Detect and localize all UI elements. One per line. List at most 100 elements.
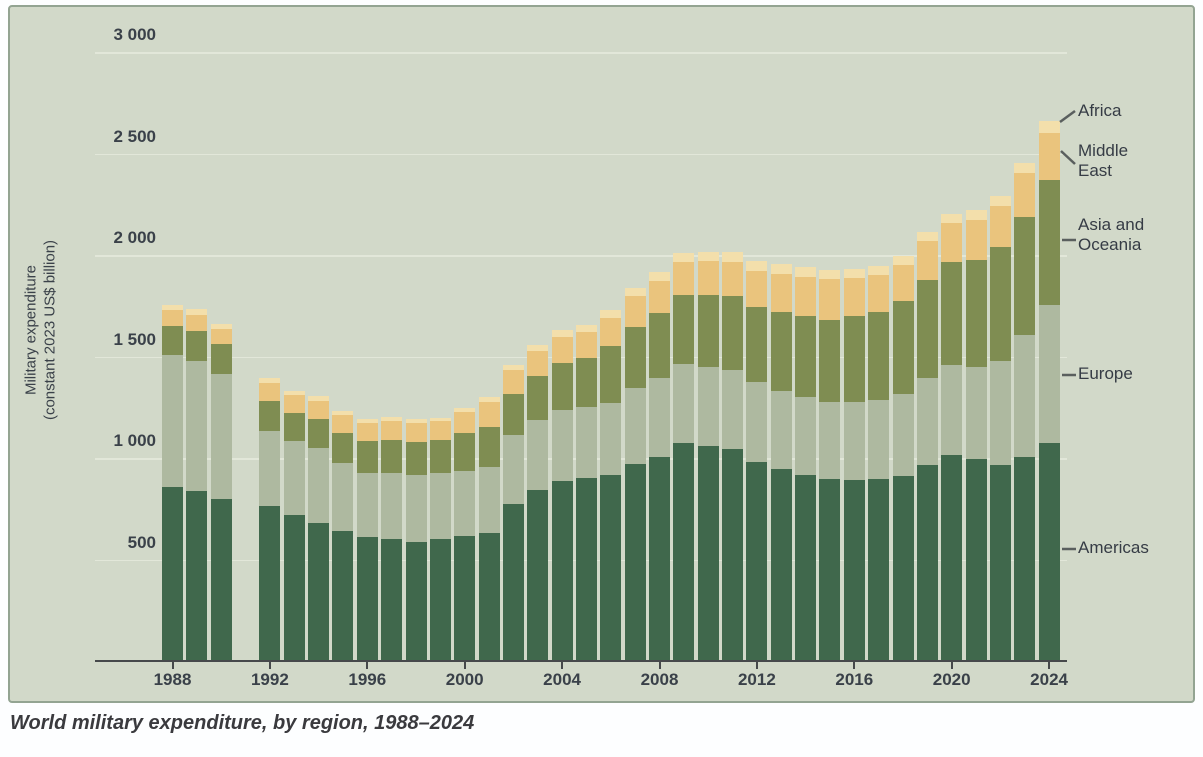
bar-segment-2018-africa: [892, 255, 914, 265]
bar-segment-2003-americas: [527, 489, 549, 662]
bar-segment-1996-europe: [356, 472, 378, 537]
bar-segment-1990-africa: [210, 323, 232, 329]
x-axis-line: [95, 659, 1067, 662]
bar-segment-2020-americas: [941, 453, 963, 662]
x-tick-label-2016: 2016: [835, 670, 874, 689]
bar-segment-1995-americas: [332, 530, 354, 662]
bar-segment-2023-americas: [1014, 455, 1036, 662]
bar-segment-1996-asia-and-oceania: [356, 440, 378, 473]
bar-segment-2012-middle-east: [746, 270, 768, 308]
bar-segment-2021-europe: [965, 366, 987, 459]
bar-segment-1990-europe: [210, 373, 232, 500]
y-axis-title-line1: Military expenditure: [22, 264, 40, 396]
bar-segment-2005-middle-east: [575, 331, 597, 359]
bar-segment-1994-americas: [308, 521, 330, 662]
x-tick-label-1996: 1996: [348, 670, 387, 689]
bar-segment-2010-europe: [697, 366, 719, 447]
bar-segment-2003-africa: [527, 344, 549, 351]
bar-segment-2005-asia-and-oceania: [575, 357, 597, 407]
bar-segment-1990-asia-and-oceania: [210, 343, 232, 375]
x-tick-label-2012: 2012: [737, 670, 776, 689]
bar-segment-2001-asia-and-oceania: [478, 426, 500, 467]
bar-segment-1996-americas: [356, 536, 378, 662]
bar-segment-2016-africa: [843, 269, 865, 278]
bar-segment-1999-asia-and-oceania: [429, 439, 451, 473]
bar-segment-2007-africa: [624, 287, 646, 297]
bar-segment-2004-asia-and-oceania: [551, 362, 573, 410]
bar-segment-2013-asia-and-oceania: [770, 311, 792, 391]
bar-segment-2014-asia-and-oceania: [795, 315, 817, 397]
bar-segment-1999-africa: [429, 417, 451, 422]
bar-segment-1997-middle-east: [381, 420, 403, 441]
bar-segment-2023-asia-and-oceania: [1014, 216, 1036, 335]
bar-segment-2019-asia-and-oceania: [916, 279, 938, 379]
bar-segment-2003-asia-and-oceania: [527, 375, 549, 421]
bar-segment-2016-americas: [843, 479, 865, 662]
bar-segment-1997-americas: [381, 538, 403, 662]
bar-segment-1993-europe: [283, 440, 305, 516]
bar-segment-2020-asia-and-oceania: [941, 261, 963, 366]
bar-segment-2008-middle-east: [649, 280, 670, 314]
bar-segment-2011-americas: [722, 448, 744, 662]
bar-segment-2013-middle-east: [770, 273, 792, 313]
bar-segment-1998-americas: [405, 541, 427, 662]
y-axis-title-line2: (constant 2023 US$ billion): [41, 239, 58, 421]
x-tick-2008: [658, 662, 661, 669]
gridline-2500: [95, 153, 1067, 155]
bar-segment-2012-europe: [746, 381, 768, 462]
bar-segment-2000-asia-and-oceania: [454, 432, 476, 471]
bar-segment-2003-middle-east: [527, 350, 549, 377]
x-tick-label-2000: 2000: [445, 670, 484, 689]
bar-segment-2011-middle-east: [722, 261, 744, 297]
legend-label-americas: Americas: [1078, 538, 1149, 557]
bar-segment-2015-europe: [819, 401, 841, 479]
legend-label-africa: Africa: [1078, 101, 1122, 120]
bar-segment-1999-middle-east: [429, 420, 451, 441]
bar-segment-2009-africa: [673, 252, 695, 262]
bar-segment-1997-europe: [381, 472, 403, 539]
bar-segment-1996-africa: [356, 419, 378, 424]
bar-segment-2022-asia-and-oceania: [989, 246, 1011, 362]
bar-segment-2009-europe: [673, 363, 695, 444]
bar-segment-2022-americas: [989, 464, 1011, 662]
bar-segment-1998-asia-and-oceania: [405, 441, 427, 475]
bar-segment-2001-europe: [478, 466, 500, 533]
bar-segment-1989-asia-and-oceania: [186, 330, 208, 362]
bar-segment-1999-europe: [429, 472, 451, 539]
bar-segment-2013-europe: [770, 389, 792, 469]
bar-segment-2020-europe: [941, 364, 963, 455]
bar-segment-2012-americas: [746, 461, 768, 662]
bar-segment-1995-asia-and-oceania: [332, 432, 354, 463]
bar-segment-2015-americas: [819, 478, 841, 662]
bar-segment-2004-middle-east: [551, 336, 573, 364]
bar-segment-2019-middle-east: [916, 240, 938, 280]
bar-segment-1988-europe: [162, 354, 183, 488]
bar-segment-2016-asia-and-oceania: [843, 315, 865, 402]
bar-segment-2008-americas: [649, 455, 670, 662]
bar-segment-2016-europe: [843, 401, 865, 480]
bar-segment-1992-africa: [259, 378, 281, 383]
bar-segment-2000-europe: [454, 470, 476, 536]
bar-segment-2024-middle-east: [1038, 132, 1060, 181]
bar-segment-2015-africa: [819, 269, 841, 279]
bar-segment-2001-middle-east: [478, 401, 500, 428]
bar-segment-1988-middle-east: [162, 309, 183, 326]
bar-segment-2018-americas: [892, 475, 914, 662]
bar-segment-2010-africa: [697, 251, 719, 262]
bar-segment-1989-americas: [186, 490, 208, 662]
bar-segment-2014-africa: [795, 267, 817, 277]
bar-segment-2021-asia-and-oceania: [965, 259, 987, 368]
x-tick-1992: [268, 662, 271, 669]
bar-segment-2011-europe: [722, 369, 744, 450]
bar-segment-2007-americas: [624, 463, 646, 662]
bar-segment-1993-americas: [283, 514, 305, 662]
y-tick-label-1500: 1 500: [113, 329, 156, 349]
bar-segment-1996-middle-east: [356, 422, 378, 442]
bar-segment-2006-middle-east: [600, 316, 622, 346]
y-tick-label-2500: 2 500: [113, 126, 156, 146]
gridline-2000: [95, 255, 1067, 257]
bar-segment-2005-americas: [575, 477, 597, 662]
bar-segment-2017-asia-and-oceania: [868, 311, 890, 400]
bar-segment-2001-americas: [478, 532, 500, 662]
bar-segment-2006-europe: [600, 402, 622, 475]
